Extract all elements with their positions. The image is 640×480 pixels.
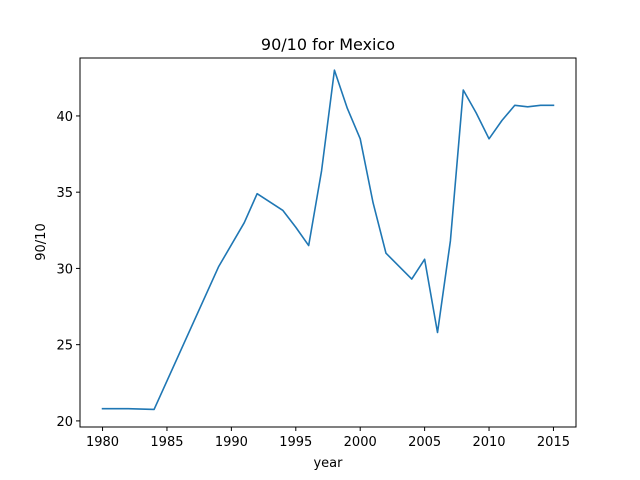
y-axis-label: 90/10: [34, 223, 49, 260]
y-tick-label: 35: [56, 186, 73, 201]
x-tick-label: 2015: [537, 435, 570, 450]
x-tick-label: 1980: [86, 435, 119, 450]
x-tick-label: 1985: [150, 435, 183, 450]
x-tick-label: 2010: [472, 435, 505, 450]
plot-frame: [79, 57, 577, 428]
plot-area: [101, 69, 555, 411]
y-tick-label: 30: [56, 262, 73, 277]
x-tick-label: 2005: [408, 435, 441, 450]
x-tick-label: 1995: [279, 435, 312, 450]
x-axis-label: year: [313, 456, 343, 471]
x-tick-label: 1990: [215, 435, 248, 450]
y-tick-label: 40: [56, 110, 73, 125]
series-line: [101, 69, 555, 411]
y-tick-label: 25: [56, 339, 73, 354]
y-tick-label: 20: [56, 415, 73, 430]
x-tick-label: 2000: [344, 435, 377, 450]
chart-title: 90/10 for Mexico: [261, 35, 395, 54]
